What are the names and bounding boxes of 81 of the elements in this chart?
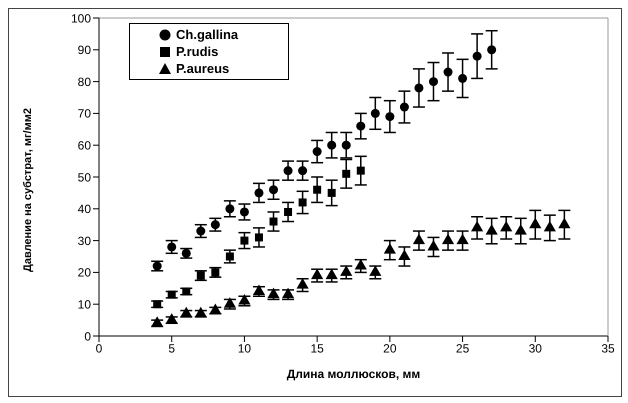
x-tick-label: 0 [96,342,103,356]
point [427,240,440,250]
point [514,224,527,235]
point [240,207,249,216]
point [296,278,309,289]
point [168,290,176,299]
point [313,186,322,194]
point [225,204,234,214]
point [152,262,162,271]
point [340,265,352,276]
point [269,185,278,194]
y-tick-label: 30 [78,234,92,248]
point [254,188,264,198]
point [370,108,380,118]
y-tick-label: 40 [78,202,92,216]
y-tick-label: 0 [84,329,92,344]
point [151,316,164,327]
point [342,170,350,178]
x-axis-title: Длина моллюсков, мм [286,367,420,381]
point [472,52,482,61]
point [400,102,409,112]
x-tick-label: 30 [528,342,542,356]
point [500,220,512,232]
point [226,252,234,260]
y-tick-label: 100 [70,11,92,26]
y-tick-label: 60 [78,138,92,152]
x-tick-label: 10 [238,342,252,356]
x-tick-label: 5 [168,342,176,356]
point [298,198,307,206]
point [328,188,336,197]
legend-label: Ch.gallina [176,27,238,42]
point [442,234,454,244]
legend-label: P.aureus [176,61,230,76]
point [412,234,426,244]
y-tick-label: 20 [78,266,92,280]
point [254,233,263,242]
point [153,300,162,308]
point [456,234,469,244]
point [444,68,453,77]
point [458,74,468,83]
point [284,166,293,176]
point [298,166,308,176]
point [354,259,367,270]
y-tick-label: 90 [78,43,92,58]
point [182,248,191,258]
point [196,272,205,280]
point [167,242,176,252]
point [529,218,542,228]
point [487,45,496,54]
point [486,224,498,235]
point [284,208,292,216]
legend-label: P.rudis [176,44,218,59]
point [270,218,278,226]
point [385,112,394,122]
point [240,236,248,245]
point [356,166,365,175]
x-tick-label: 20 [383,342,397,356]
point [384,243,396,254]
y-tick-label: 50 [78,170,92,184]
point [182,287,190,296]
point [312,147,322,156]
y-axis-title: Давление на субстрат, мг/мм2 [22,108,34,272]
point [428,77,438,86]
point [211,268,220,276]
point [342,140,351,150]
x-tick-label: 15 [310,342,324,356]
point [327,140,336,150]
x-tick-label: 35 [601,342,615,356]
point [210,220,220,230]
point [196,226,206,236]
point [369,265,382,276]
x-tick-label: 25 [456,342,470,356]
y-tick-label: 80 [78,74,92,89]
y-tick-label: 70 [78,106,92,121]
y-tick-label: 10 [78,297,92,312]
point [471,220,484,232]
point [558,218,570,228]
point [414,83,424,92]
point [398,249,410,260]
point [544,220,556,232]
point [356,122,366,131]
